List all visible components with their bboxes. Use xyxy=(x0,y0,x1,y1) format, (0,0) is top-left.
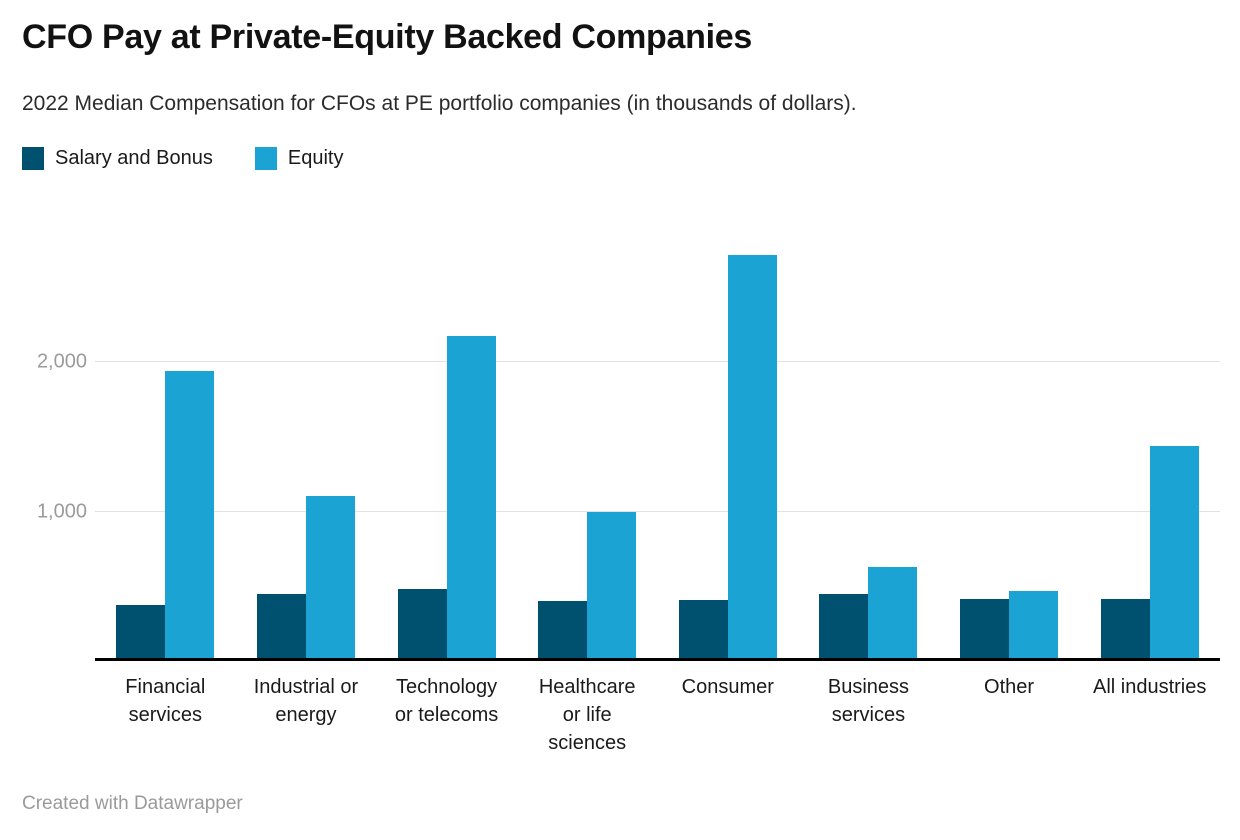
legend: Salary and Bonus Equity xyxy=(22,147,343,170)
bar-chart: 1,000 2,000 Financial services Industrial … xyxy=(37,228,1220,757)
chart-subtitle: 2022 Median Compensation for CFOs at PE … xyxy=(22,92,857,115)
y-tick-label-1000: 1,000 xyxy=(36,500,87,523)
x-axis-labels: Financial services Industrial or energy Te… xyxy=(95,673,1220,757)
bar-equity xyxy=(587,511,637,661)
bar-group-7 xyxy=(939,228,1080,661)
x-axis-label: Technology or telecoms xyxy=(394,676,499,726)
bar-group-2 xyxy=(236,228,377,661)
bar-equity xyxy=(727,254,777,661)
legend-item-equity: Equity xyxy=(254,147,344,170)
x-axis-label: Other xyxy=(984,676,1035,698)
gridline-1000 xyxy=(95,510,1220,512)
x-axis-label: Industrial or energy xyxy=(253,676,359,726)
legend-item-salary-and-bonus: Salary and Bonus xyxy=(22,147,213,170)
bar-salary-and-bonus xyxy=(1100,599,1150,661)
bar-salary-and-bonus xyxy=(256,593,306,661)
bar-salary-and-bonus xyxy=(397,589,447,661)
x-axis-label: Healthcare or life sciences xyxy=(538,676,636,754)
x-axis-line xyxy=(95,658,1220,661)
bar-group-4 xyxy=(517,228,658,661)
legend-label-salary: Salary and Bonus xyxy=(55,147,213,169)
bar-group-1 xyxy=(95,228,236,661)
x-axis-label: Financial services xyxy=(125,676,206,726)
y-tick-label-2000: 2,000 xyxy=(36,350,87,373)
bar-salary-and-bonus xyxy=(116,605,166,661)
bar-group-5 xyxy=(658,228,799,661)
legend-swatch-salary-icon xyxy=(22,147,44,170)
x-axis-label: Business services xyxy=(827,676,910,726)
x-axis-label: All industries xyxy=(1092,676,1207,698)
bar-group-3 xyxy=(376,228,517,661)
bar-equity xyxy=(446,335,496,661)
legend-label-equity: Equity xyxy=(287,147,344,169)
bar-group-8 xyxy=(1079,228,1220,661)
bar-salary-and-bonus xyxy=(960,599,1010,661)
chart-title: CFO Pay at Private-Equity Backed Compani… xyxy=(22,18,752,56)
bar-salary-and-bonus xyxy=(538,600,588,661)
bar-equity xyxy=(1009,590,1059,661)
bar-group-6 xyxy=(798,228,939,661)
legend-swatch-equity-icon xyxy=(254,147,277,170)
bar-equity xyxy=(165,370,215,661)
plot-area: 1,000 2,000 xyxy=(37,228,1220,661)
bar-salary-and-bonus xyxy=(678,599,728,661)
bar-equity xyxy=(1149,446,1199,661)
bar-salary-and-bonus xyxy=(819,593,869,661)
bar-equity xyxy=(305,496,355,661)
gridline-2000 xyxy=(95,361,1220,363)
attribution-text: Created with Datawrapper xyxy=(22,793,243,814)
bar-equity xyxy=(868,566,918,661)
x-axis-label: Consumer xyxy=(681,676,774,698)
